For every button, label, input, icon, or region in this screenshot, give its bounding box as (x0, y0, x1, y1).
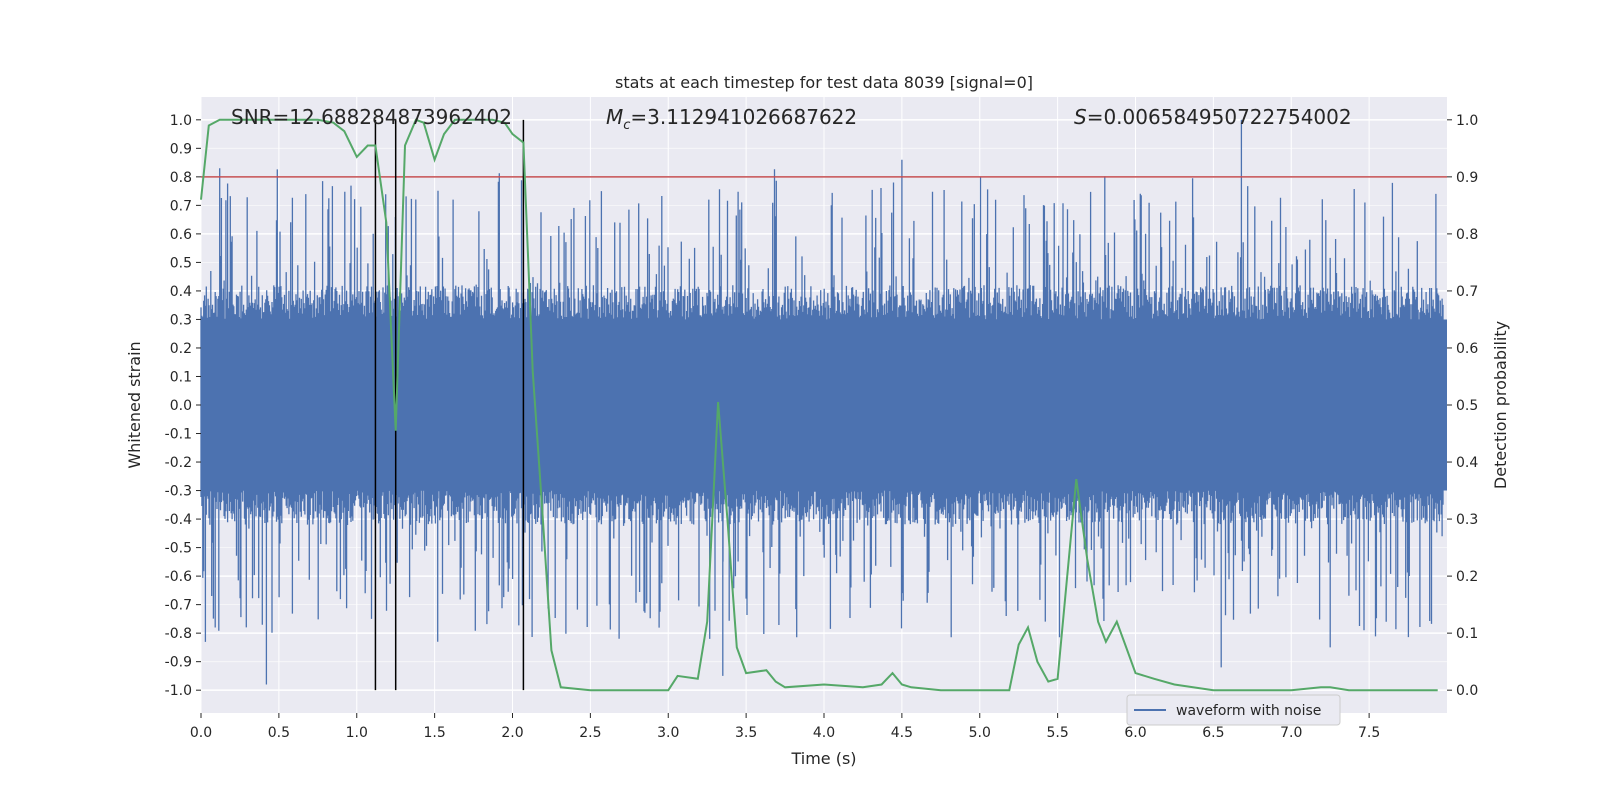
y-right-tick-label: 0.7 (1456, 284, 1478, 300)
y-ticks-right: 1.0 0.9 0.8 0.7 0.6 0.5 0.4 0.3 0.2 0.1 0.0 (1447, 113, 1478, 699)
x-tick-label: 5.5 (1046, 725, 1068, 741)
x-tick-label: 1.5 (423, 725, 445, 741)
y-right-tick-label: 1.0 (1456, 113, 1478, 129)
y-tick-label: -0.8 (165, 626, 192, 642)
y-tick-label: 0.1 (170, 369, 192, 385)
x-tick-label: 2.0 (501, 725, 523, 741)
y-tick-label: 0.2 (170, 341, 192, 357)
y-right-tick-label: 0.0 (1456, 683, 1478, 699)
y-tick-label: 0.0 (170, 398, 192, 414)
y-right-tick-label: 0.3 (1456, 512, 1478, 528)
chart-title: stats at each timestep for test data 803… (615, 73, 1033, 92)
x-tick-label: 3.0 (657, 725, 679, 741)
legend-label: waveform with noise (1176, 703, 1321, 719)
x-ticks: 0.0 0.5 1.0 1.5 2.0 2.5 3.0 3.5 4.0 4.5 5.0 5.5 6.0 6… (190, 713, 1380, 741)
chirp-mass-annotation: Mc=3.112941026687622 (606, 105, 857, 133)
x-tick-label: 6.0 (1124, 725, 1146, 741)
y-tick-label: 0.5 (170, 255, 192, 271)
y-tick-label: 1.0 (170, 113, 192, 129)
y-tick-label: -0.4 (165, 512, 192, 528)
y-tick-label: 0.8 (170, 170, 192, 186)
snr-annotation: SNR=12.688284873962402 (231, 105, 512, 129)
y-right-tick-label: 0.2 (1456, 569, 1478, 585)
y-right-tick-label: 0.5 (1456, 398, 1478, 414)
x-tick-label: 7.0 (1280, 725, 1302, 741)
y-tick-label: -0.3 (165, 484, 192, 500)
y-axis-label-right: Detection probability (1491, 321, 1510, 489)
x-axis-label: Time (s) (790, 749, 856, 768)
y-tick-label: -0.9 (165, 655, 192, 671)
y-right-tick-label: 0.1 (1456, 626, 1478, 642)
x-tick-label: 1.0 (346, 725, 368, 741)
y-tick-label: 0.9 (170, 141, 192, 157)
y-tick-label: -0.6 (165, 569, 192, 585)
detection-probability-line (200, 118, 1438, 692)
legend: waveform with noise (1126, 694, 1341, 726)
y-right-tick-label: 0.6 (1456, 341, 1478, 357)
y-axis-label: Whitened strain (125, 341, 144, 468)
y-right-tick-label: 0.8 (1456, 227, 1478, 243)
y-right-tick-label: 0.4 (1456, 455, 1478, 471)
score-annotation: S=0.006584950722754002 (1074, 105, 1352, 129)
waveform-series (200, 119, 1447, 685)
y-tick-label: 0.6 (170, 227, 192, 243)
y-right-tick-label: 0.9 (1456, 170, 1478, 186)
y-tick-label: -0.2 (165, 455, 192, 471)
x-tick-label: 5.0 (969, 725, 991, 741)
x-tick-label: 7.5 (1358, 725, 1380, 741)
legend-box (1126, 694, 1341, 726)
x-tick-label: 0.0 (190, 725, 212, 741)
x-tick-label: 0.5 (268, 725, 290, 741)
y-ticks-left: 1.0 0.9 0.8 0.7 0.6 0.5 0.4 0.3 0.2 0.1 0.0 -0.1 -0.… (165, 113, 201, 699)
y-tick-label: -0.1 (165, 427, 192, 443)
y-tick-label: -0.5 (165, 541, 192, 557)
waveform-noise-trace (200, 119, 1444, 685)
y-tick-label: 0.7 (170, 198, 192, 214)
x-tick-label: 3.5 (735, 725, 757, 741)
x-tick-label: 4.5 (891, 725, 913, 741)
x-tick-label: 2.5 (579, 725, 601, 741)
y-tick-label: -1.0 (165, 683, 192, 699)
y-tick-label: 0.4 (170, 284, 192, 300)
x-tick-label: 6.5 (1202, 725, 1224, 741)
x-tick-label: 4.0 (813, 725, 835, 741)
y-tick-label: 0.3 (170, 312, 192, 328)
y-tick-label: -0.7 (165, 598, 192, 614)
